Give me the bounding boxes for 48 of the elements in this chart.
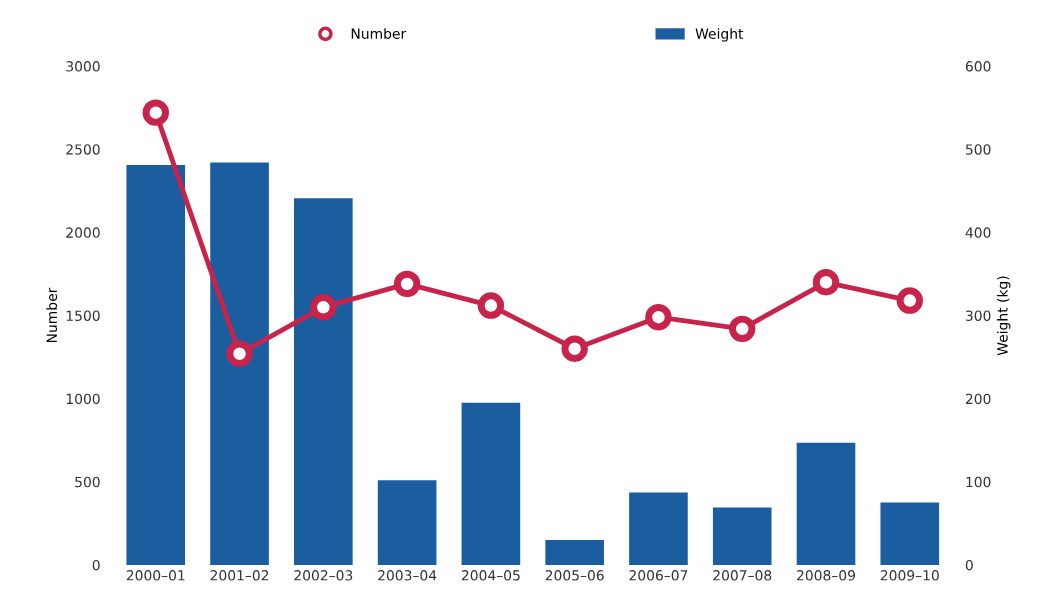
point <box>477 292 505 319</box>
x-tick-label: 2000–01 <box>126 570 185 581</box>
x-tick-label: 2002–03 <box>294 570 353 581</box>
point <box>896 287 923 314</box>
x-tick-label: 2006–07 <box>629 570 688 581</box>
legend-label: Weight <box>695 28 744 42</box>
y2-tick-label: 100 <box>966 476 991 488</box>
bar <box>294 198 353 565</box>
y-tick-label: 2000 <box>66 227 100 238</box>
bar <box>545 540 604 565</box>
y2-tick-label: 600 <box>965 61 991 72</box>
y2-axis-title: Weight (kg) <box>996 276 1011 356</box>
point <box>645 304 672 331</box>
point <box>561 335 588 362</box>
x-tick-label: 2008–09 <box>797 570 856 581</box>
bar <box>377 480 437 565</box>
y2-tick-label: 0 <box>965 559 973 571</box>
y2-tick-label: 400 <box>965 227 991 238</box>
bar <box>210 162 269 565</box>
point <box>226 340 253 367</box>
x-tick-label: 2004–05 <box>461 570 520 581</box>
y-tick-label: 500 <box>75 476 100 488</box>
bar <box>461 402 521 565</box>
x-tick-label: 2007–08 <box>713 570 772 581</box>
bar <box>629 492 688 565</box>
y-tick-label: 1000 <box>66 393 100 405</box>
point <box>393 270 421 298</box>
y-tick-label: 0 <box>92 559 100 571</box>
x-tick-label: 2003–04 <box>378 570 437 581</box>
y-axis-title: Number <box>46 287 58 343</box>
point <box>729 315 756 343</box>
y-tick-label: 2500 <box>66 144 100 155</box>
y2-tick-label: 500 <box>965 144 991 155</box>
point <box>310 294 337 321</box>
x-tick-label: 2001–02 <box>210 570 269 581</box>
y2-tick-label: 200 <box>965 393 991 405</box>
y2-tick-label: 300 <box>965 310 991 321</box>
bar <box>880 502 940 565</box>
bar <box>796 442 856 565</box>
x-tick-label: 2009–10 <box>880 570 939 581</box>
x-tick-label: 2005–06 <box>545 570 604 581</box>
point <box>812 269 840 296</box>
y-tick-label: 1500 <box>66 310 100 321</box>
point <box>142 99 169 126</box>
bar <box>712 507 772 565</box>
legend-label: Number <box>351 28 407 39</box>
bar <box>126 165 186 565</box>
y-tick-label: 3000 <box>66 61 100 72</box>
